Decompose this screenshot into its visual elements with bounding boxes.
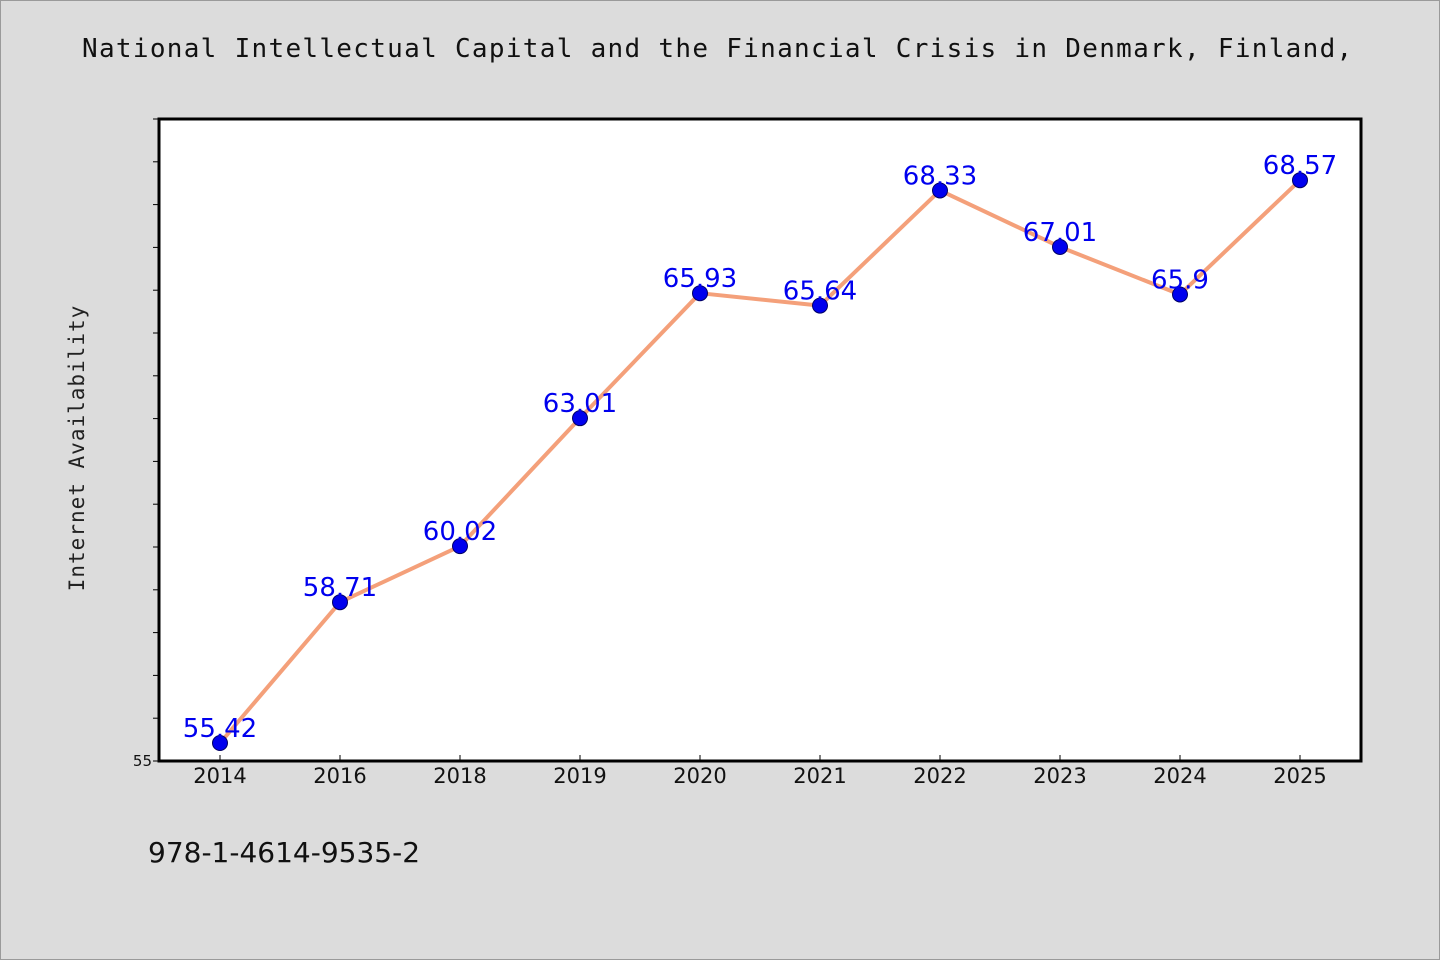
data-point: [212, 735, 228, 752]
data-point: [1172, 286, 1188, 303]
series-line-group: 55.42 58.71 60.02 63.01 65.93 65.64 68.33 67.01…: [183, 151, 1337, 752]
data-point: [1052, 238, 1068, 255]
isbn-footer: 978-1-4614-9535-2: [148, 836, 421, 869]
data-label: 67.01: [1023, 218, 1097, 248]
data-point: [692, 285, 708, 302]
y-axis-ticks: 55: [133, 118, 159, 770]
x-tick-label: 2014: [193, 764, 246, 788]
data-label: 65.9: [1151, 265, 1209, 295]
data-label: 63.01: [543, 389, 617, 419]
data-point: [572, 410, 588, 427]
data-point: [812, 297, 828, 314]
series-line: [218, 178, 1302, 746]
data-point: [1292, 172, 1308, 189]
x-tick-label: 2023: [1033, 764, 1086, 788]
x-tick-label: 2022: [913, 764, 966, 788]
x-tick-label: 2020: [673, 764, 726, 788]
data-label: 68.57: [1263, 151, 1337, 181]
x-tick-label: 2019: [553, 764, 606, 788]
plot-area: [157, 117, 1363, 763]
data-label: 65.93: [663, 264, 737, 294]
data-point: [332, 594, 348, 611]
chart-title: National Intellectual Capital and the Fi…: [82, 34, 1372, 64]
x-tick-label: 2016: [313, 764, 366, 788]
data-label: 68.33: [903, 161, 977, 191]
x-tick-label: 2024: [1153, 764, 1206, 788]
data-label: 65.64: [783, 277, 857, 307]
x-axis-tick-labels: 2014 2016 2018 2019 2020 2021 2022 2023 2024 2025: [193, 755, 1327, 788]
data-label: 60.02: [423, 517, 497, 547]
data-point: [452, 538, 468, 555]
data-label: 55.42: [183, 714, 257, 744]
x-tick-label: 2025: [1273, 764, 1326, 788]
data-point: [932, 182, 948, 199]
x-tick-label: 2021: [793, 764, 846, 788]
data-label: 58.71: [303, 573, 377, 603]
x-tick-label: 2018: [433, 764, 486, 788]
y-tick-label: 55: [133, 752, 152, 770]
